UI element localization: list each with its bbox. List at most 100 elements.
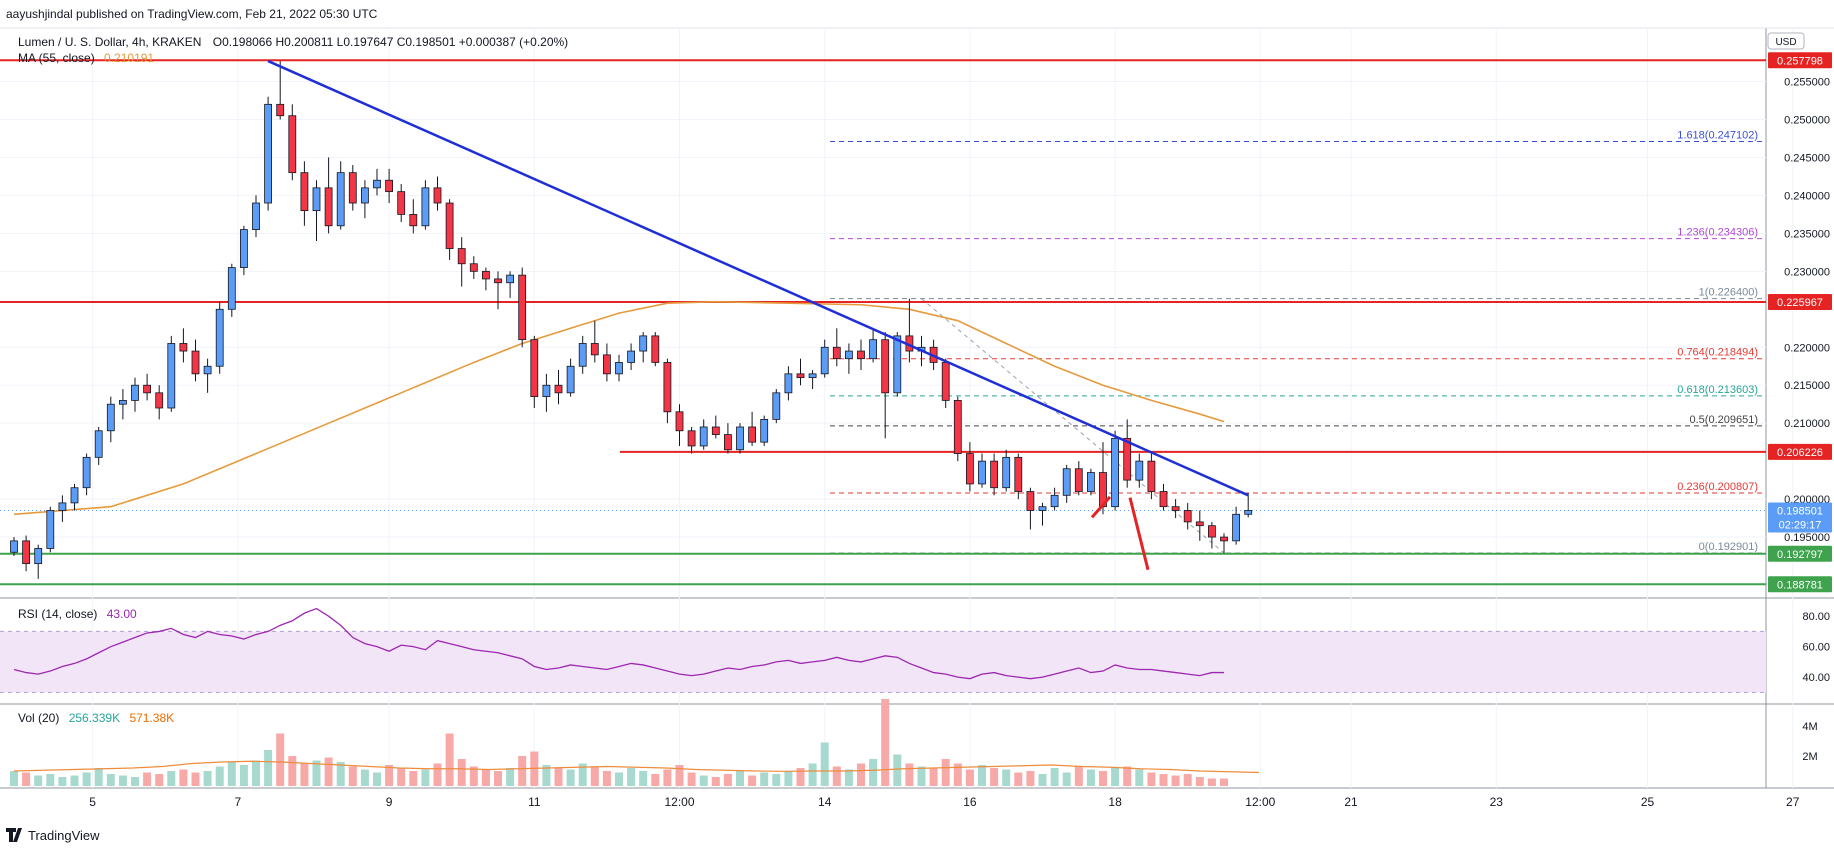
candle-body [990,460,998,489]
volume-bar [1050,768,1059,786]
candle-body [22,540,31,565]
volume-bar [264,750,273,786]
candle-body [421,187,430,227]
volume-bar [651,774,660,786]
volume-bar [1038,774,1047,786]
candle-body [227,267,236,310]
volume-bar [869,759,878,786]
legend-volume-value-2: 571.38K [129,711,174,725]
price-tick-label: 0.210000 [1784,418,1830,430]
volume-bar [1074,766,1083,786]
candle-body [820,346,829,375]
volume-bar [324,757,333,786]
volume-bar [978,765,986,786]
volume-bar [917,766,926,786]
candle-body [1002,456,1011,489]
volume-bar [518,756,527,786]
candle-body [409,214,418,227]
price-tag-label: 0.198501 [1777,505,1823,517]
volume-bar [590,766,599,786]
candle-body [724,434,732,451]
volume-bar [1062,772,1071,786]
candle-body [1050,494,1059,508]
candle-body [941,362,950,401]
pane-separators [0,27,1834,789]
volume-bar [881,699,890,786]
volume-bar [336,762,345,786]
volume-bar [566,769,575,786]
volume-bar [1135,769,1144,786]
fib-level-label: 0(0.192901) [1699,541,1758,553]
tradingview-logo [6,828,22,842]
volume-bar [10,771,18,786]
price-tick-label: 0.240000 [1784,190,1830,202]
legend-ma: MA (55, close) 0.210191 [18,51,154,65]
volume-bar [1195,777,1204,786]
price-tag-resistance [1768,293,1832,310]
fib-level-label: 0.236(0.200807) [1677,481,1758,493]
candle-body [784,373,793,394]
ma-55-line [13,300,1225,516]
volume-bar [1171,775,1180,786]
candle-body [1232,513,1240,542]
price-tick-label: 0.235000 [1784,228,1830,240]
candle-body [832,346,841,360]
candle-body [966,453,974,485]
candle-body [603,354,611,375]
fib-level-label: 0.764(0.218494) [1677,347,1758,359]
candle-body [1135,460,1144,481]
candle-body [276,103,285,117]
candle-body [58,502,67,511]
volume-bar [796,768,805,786]
volume-bar [106,774,115,786]
legend-rsi-value: 43.00 [107,607,137,621]
fib-level-label: 0.5(0.209651) [1690,414,1759,426]
candle-body [1208,525,1216,538]
candle-body [869,339,877,360]
candle-body [397,191,406,215]
price-tick-label: 0.245000 [1784,152,1830,164]
volume-bar [832,766,841,786]
ma-55-path [13,300,1225,516]
candle-body [46,510,55,549]
price-tag-label: 0.206226 [1777,447,1823,459]
candle-body [663,362,672,413]
price-tag-label: 0.225967 [1777,297,1823,309]
published-header: aayushjindal published on TradingView.co… [6,7,378,21]
candle-body [203,365,212,375]
footer-brand: TradingView [28,828,100,843]
candle-body [10,540,18,553]
volume-bar [1086,769,1095,786]
legend-rsi: RSI (14, close) 43.00 [18,607,137,621]
legend-ohlc: O0.198066 H0.200811 L0.197647 C0.198501 … [213,35,568,49]
candle-body [494,278,502,284]
candle-body [300,172,309,212]
candle-body [179,343,188,352]
volume-bar [1014,772,1023,786]
currency-badge[interactable] [1767,32,1805,50]
candle-body [324,187,333,227]
time-tick-label: 18 [1108,795,1122,809]
candle-body [264,103,273,204]
volume-bar [1220,778,1228,786]
rsi-band [0,630,1766,693]
rsi-tick-label: 40.00 [1802,672,1830,684]
volume-bar [675,765,684,786]
volume-bar [723,774,732,786]
volume-bar [373,772,381,786]
volume-bar [699,775,708,786]
rsi-tick-label: 80.00 [1802,611,1830,623]
candle-body [881,339,890,394]
volume-bar [215,766,224,786]
legend-volume-label: Vol (20) [18,711,59,725]
price-tick-label: 0.255000 [1784,77,1830,89]
candle-body [360,187,369,204]
candle-body [348,172,357,204]
horizontal-levels [0,59,1766,586]
volume-bar [953,763,962,786]
trend-line [267,59,1249,497]
candle-body [385,179,394,193]
candle-body [1062,468,1071,496]
legend-rsi-label: RSI (14, close) [18,607,97,621]
candle-body [1026,491,1035,511]
